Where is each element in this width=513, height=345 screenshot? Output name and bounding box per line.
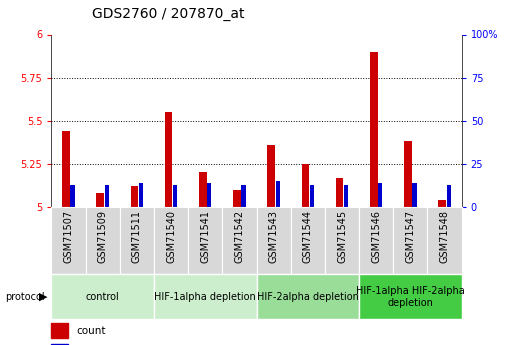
Bar: [62, 131, 70, 207]
Text: GSM71511: GSM71511: [132, 210, 142, 263]
Bar: [302, 164, 309, 207]
Text: HIF-1alpha HIF-2alpha
depletion: HIF-1alpha HIF-2alpha depletion: [356, 286, 465, 307]
Bar: [165, 112, 172, 207]
Bar: [412, 183, 417, 207]
Text: GSM71544: GSM71544: [303, 210, 313, 263]
Bar: [199, 172, 207, 207]
Text: HIF-1alpha depletion: HIF-1alpha depletion: [154, 292, 256, 302]
Bar: [139, 183, 143, 207]
Bar: [275, 181, 280, 207]
Bar: [404, 141, 412, 207]
Bar: [70, 185, 74, 207]
Bar: [51, 323, 68, 338]
Bar: [131, 186, 138, 207]
Bar: [207, 183, 211, 207]
Bar: [51, 344, 68, 345]
Bar: [233, 190, 241, 207]
Bar: [344, 185, 348, 207]
Text: GSM71547: GSM71547: [405, 210, 416, 264]
Text: control: control: [86, 292, 120, 302]
Text: GSM71543: GSM71543: [269, 210, 279, 263]
Bar: [378, 183, 382, 207]
Text: count: count: [76, 326, 106, 336]
Text: GSM71546: GSM71546: [371, 210, 381, 263]
Text: GSM71540: GSM71540: [166, 210, 176, 263]
Bar: [447, 185, 451, 207]
Bar: [267, 145, 275, 207]
Text: protocol: protocol: [5, 292, 45, 302]
Text: GSM71545: GSM71545: [337, 210, 347, 264]
Bar: [173, 185, 177, 207]
Text: ▶: ▶: [38, 292, 47, 302]
Bar: [310, 185, 314, 207]
Text: GDS2760 / 207870_at: GDS2760 / 207870_at: [92, 7, 245, 21]
Bar: [105, 185, 109, 207]
Bar: [336, 178, 343, 207]
Bar: [242, 185, 246, 207]
Text: GSM71541: GSM71541: [200, 210, 210, 263]
Bar: [370, 52, 378, 207]
Text: GSM71507: GSM71507: [64, 210, 73, 264]
Bar: [96, 193, 104, 207]
Text: GSM71509: GSM71509: [97, 210, 108, 263]
Text: GSM71542: GSM71542: [234, 210, 244, 264]
Text: HIF-2alpha depletion: HIF-2alpha depletion: [257, 292, 359, 302]
Bar: [439, 200, 446, 207]
Text: GSM71548: GSM71548: [440, 210, 449, 263]
